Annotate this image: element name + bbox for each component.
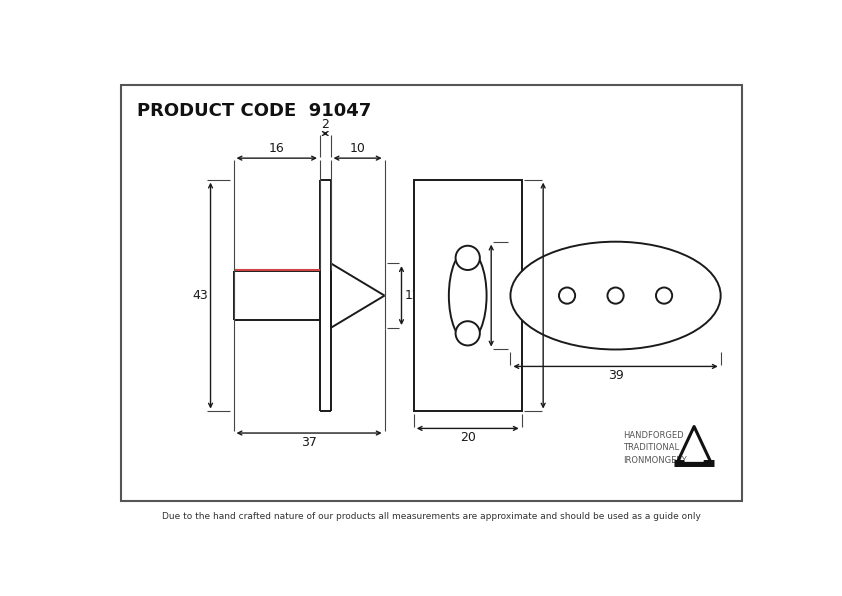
Text: Due to the hand crafted nature of our products all measurements are approximate : Due to the hand crafted nature of our pr… xyxy=(163,512,701,521)
Bar xyxy=(413,180,521,411)
Text: 20: 20 xyxy=(460,431,476,444)
Text: 2: 2 xyxy=(322,118,329,131)
Text: 39: 39 xyxy=(608,369,623,382)
Text: 10: 10 xyxy=(349,142,365,156)
Ellipse shape xyxy=(510,242,721,349)
Text: 12: 12 xyxy=(404,289,420,302)
Text: 20: 20 xyxy=(472,289,488,302)
Text: HANDFORGED
TRADITIONAL
IRONMONGERY: HANDFORGED TRADITIONAL IRONMONGERY xyxy=(623,431,687,465)
Text: 16: 16 xyxy=(269,142,285,156)
Circle shape xyxy=(559,287,575,304)
Circle shape xyxy=(456,321,480,346)
Circle shape xyxy=(607,287,624,304)
Text: PRODUCT CODE  91047: PRODUCT CODE 91047 xyxy=(136,103,370,120)
Text: 37: 37 xyxy=(301,436,317,449)
Ellipse shape xyxy=(449,250,487,342)
Polygon shape xyxy=(685,446,703,461)
Circle shape xyxy=(456,246,480,270)
Text: 43: 43 xyxy=(192,289,208,302)
Text: 43: 43 xyxy=(546,289,562,302)
Circle shape xyxy=(656,287,672,304)
